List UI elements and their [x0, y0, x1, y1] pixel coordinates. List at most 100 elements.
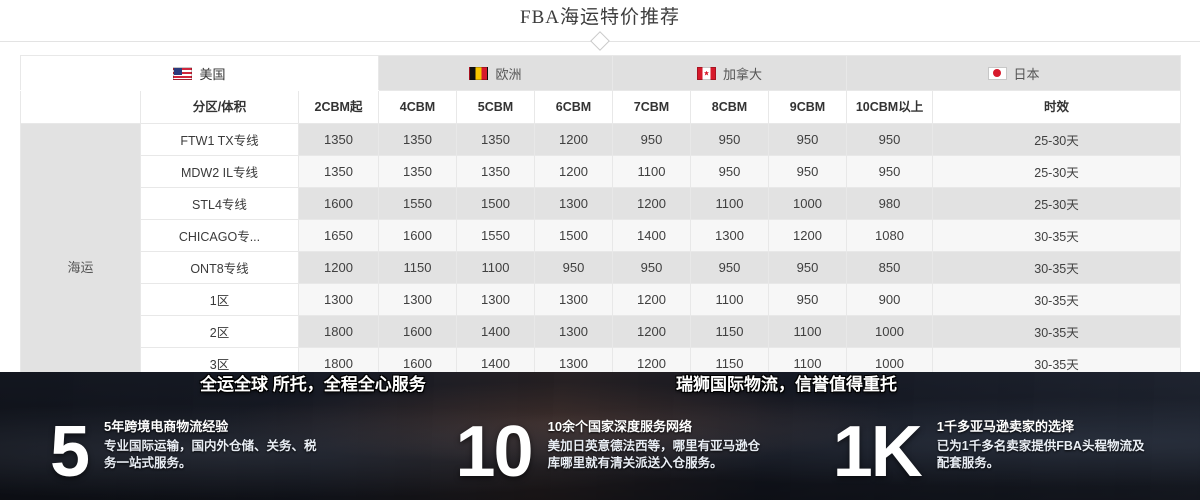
price-cell: 950: [534, 251, 613, 284]
price-cell: 900: [846, 283, 934, 316]
price-cell: 1000: [846, 315, 934, 348]
price-cell: 1800: [298, 315, 379, 348]
price-cell: 1350: [298, 123, 379, 156]
tab-ca[interactable]: 加拿大: [611, 55, 848, 91]
promo-banner: [0, 372, 1200, 500]
rate-table: 美国 欧洲 加拿大 日本 分区/体积 2CBM起 4CBM 5CBM 6CBM 7CBM 8CBM 9…: [20, 55, 1182, 409]
table-row: CHICAGO专... 1650 1600 1550 1500 1400 1300 1200 1…: [21, 219, 1182, 252]
price-cell: 1100: [767, 315, 848, 348]
price-cell: 1100: [690, 283, 769, 316]
price-cell: 950: [690, 155, 769, 188]
stat-title: 5年跨境电商物流经验: [104, 419, 229, 434]
column-header-2: 4CBM: [378, 90, 457, 124]
price-cell: 1350: [378, 155, 457, 188]
tab-label: 加拿大: [723, 66, 763, 82]
price-cell: 850: [846, 251, 934, 284]
price-cell: 950: [612, 123, 691, 156]
route-name: 1区: [140, 283, 299, 316]
stat-text-block: 5年跨境电商物流经验 专业国际运输，国内外仓储、关务、税务一站式服务。: [104, 418, 319, 472]
table-row: ONT8专线 1200 1150 1100 950 950 950 950 850 30-35天: [21, 251, 1182, 284]
stat-text-block: 10余个国家深度服务网络 美加日英意德法西等，哪里有亚马逊仓库哪里就有清关派送入仓…: [548, 418, 763, 472]
price-cell: 1350: [456, 155, 535, 188]
us-flag-icon: [173, 66, 193, 80]
diamond-icon: [590, 31, 610, 51]
price-cell: 1300: [690, 219, 769, 252]
price-cell: 980: [846, 187, 934, 220]
column-header-1: 2CBM起: [298, 90, 379, 124]
price-cell: 1080: [846, 219, 934, 252]
column-header-8: 10CBM以上: [846, 90, 934, 124]
price-cell: 950: [767, 155, 848, 188]
column-header-9: 时效: [932, 90, 1182, 124]
price-cell: 1200: [612, 283, 691, 316]
price-cell: 1200: [612, 187, 691, 220]
price-cell: 950: [767, 283, 848, 316]
price-cell: 950: [846, 123, 934, 156]
tab-label: 美国: [199, 66, 226, 82]
table-row: STL4专线 1600 1550 1500 1300 1200 1100 1000 980 25-…: [21, 187, 1182, 220]
price-cell: 1350: [298, 155, 379, 188]
stat-number: 10: [455, 412, 534, 492]
page-title: FBA海运特价推荐: [520, 7, 680, 28]
table-row: MDW2 IL专线 1350 1350 1350 1200 1100 950 950 950 25…: [21, 155, 1182, 188]
price-cell: 1200: [612, 315, 691, 348]
price-cell: 950: [612, 251, 691, 284]
price-cell: 1350: [456, 123, 535, 156]
price-cell: 1600: [298, 187, 379, 220]
price-cell: 1600: [378, 219, 457, 252]
price-cell: 950: [690, 123, 769, 156]
route-name: ONT8专线: [140, 251, 299, 284]
column-header-6: 8CBM: [690, 90, 769, 124]
stat-description: 已为1千多名卖家提供FBA头程物流及配套服务。: [936, 439, 1145, 470]
tab-label: 欧洲: [495, 66, 522, 82]
price-cell: 950: [767, 251, 848, 284]
section-divider: [0, 31, 1200, 51]
country-tabs-row: 美国 欧洲 加拿大 日本: [20, 55, 1182, 91]
tab-eu[interactable]: 欧洲: [378, 55, 613, 91]
route-name: FTW1 TX专线: [140, 123, 299, 156]
price-cell: 1500: [534, 219, 613, 252]
banner-stats: 5 5年跨境电商物流经验 专业国际运输，国内外仓储、关务、税务一站式服务。 10 10余…: [0, 404, 1200, 500]
tab-us[interactable]: 美国: [20, 55, 379, 91]
tab-label: 日本: [1013, 66, 1040, 82]
table-row: 2区 1800 1600 1400 1300 1200 1150 1100 1000 30-35天: [21, 315, 1182, 348]
column-header-7: 9CBM: [767, 90, 848, 124]
transit-time-cell: 30-35天: [932, 315, 1182, 348]
transit-time-cell: 25-30天: [932, 187, 1182, 220]
stat-text-block: 1千多亚马逊卖家的选择已为1千多名卖家提供FBA头程物流及配套服务。: [937, 418, 1152, 472]
transit-time-cell: 30-35天: [932, 219, 1182, 252]
stat-item-2: 10 10余个国家深度服务网络 美加日英意德法西等，哪里有亚马逊仓库哪里就有清关派送…: [446, 404, 823, 500]
price-cell: 1000: [767, 187, 848, 220]
price-cell: 1300: [456, 283, 535, 316]
price-cell: 1200: [534, 123, 613, 156]
price-cell: 1150: [378, 251, 457, 284]
transit-time-cell: 25-30天: [932, 123, 1182, 156]
stat-description: 美加日英意德法西等，哪里有亚马逊仓库哪里就有清关派送入仓服务。: [547, 439, 761, 470]
route-name: MDW2 IL专线: [140, 155, 299, 188]
stat-number: 1K: [832, 412, 923, 492]
price-cell: 950: [846, 155, 934, 188]
price-cell: 1100: [456, 251, 535, 284]
price-cell: 1200: [767, 219, 848, 252]
transit-time-cell: 25-30天: [932, 155, 1182, 188]
transit-time-cell: 30-35天: [932, 283, 1182, 316]
price-cell: 1100: [612, 155, 691, 188]
price-cell: 1300: [298, 283, 379, 316]
route-name: STL4专线: [140, 187, 299, 220]
price-cell: 1650: [298, 219, 379, 252]
price-cell: 1100: [690, 187, 769, 220]
table-row: 海运 FTW1 TX专线 1350 1350 1350 1200 950 950 950 950 2…: [20, 123, 1182, 409]
page-title-bar: FBA海运特价推荐: [0, 0, 1200, 31]
price-cell: 950: [767, 123, 848, 156]
japan-flag-icon: [987, 66, 1007, 80]
column-header-3: 5CBM: [456, 90, 535, 124]
price-cell: 1600: [378, 315, 457, 348]
tab-jp[interactable]: 日本: [846, 55, 1182, 91]
column-header-5: 7CBM: [612, 90, 691, 124]
price-cell: 1200: [534, 155, 613, 188]
stat-title: 1千多亚马逊卖家的选择: [936, 419, 1075, 434]
row-group-label-sea-freight: 海运: [20, 123, 141, 409]
route-name: CHICAGO专...: [140, 219, 299, 252]
price-cell: 1400: [612, 219, 691, 252]
